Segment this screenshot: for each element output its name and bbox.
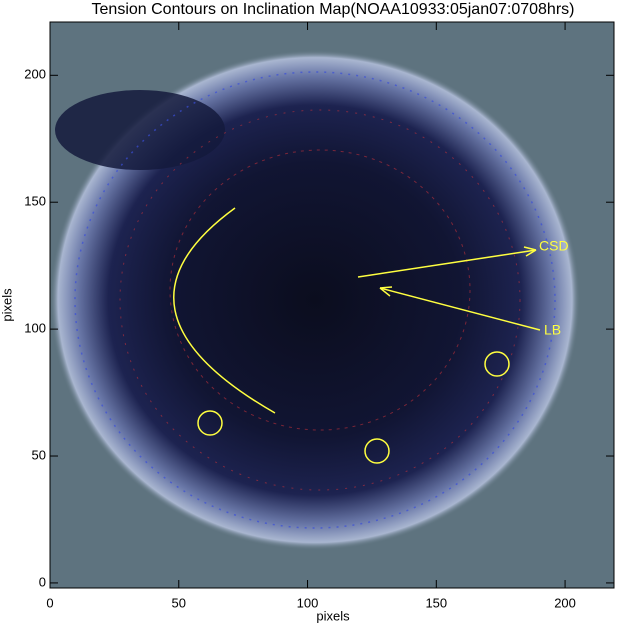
arrow-head [523,246,537,257]
arrow [357,249,537,278]
circle-marker [197,410,223,436]
x-tick-label: 200 [554,595,576,610]
plot-image: CSD LB [50,22,614,588]
arrow [379,287,541,331]
x-tick-label: 0 [46,595,53,610]
circle-marker [484,351,510,377]
x-axis-label: pixels [316,608,350,623]
annotation: LB [544,322,561,338]
x-tick-label: 50 [172,595,186,610]
chart-title: Tension Contours on Inclination Map(NOAA… [92,1,575,18]
contour [169,149,471,431]
annotation: CSD [539,238,569,254]
contour [119,109,521,491]
contour [74,71,556,529]
x-tick-label: 150 [425,595,447,610]
y-tick-label: 0 [39,574,46,589]
circle-marker [364,438,390,464]
arc [173,207,276,414]
x-tick-label: 100 [297,595,319,610]
sunspot-extension [55,90,225,170]
y-tick-label: 200 [24,67,46,82]
y-tick-label: 150 [24,194,46,209]
y-tick-label: 50 [32,447,46,462]
arrow-head [379,286,393,297]
sunspot [50,50,580,550]
y-axis-label: pixels [0,288,14,322]
y-tick-label: 100 [24,321,46,336]
plot-frame [49,21,615,589]
